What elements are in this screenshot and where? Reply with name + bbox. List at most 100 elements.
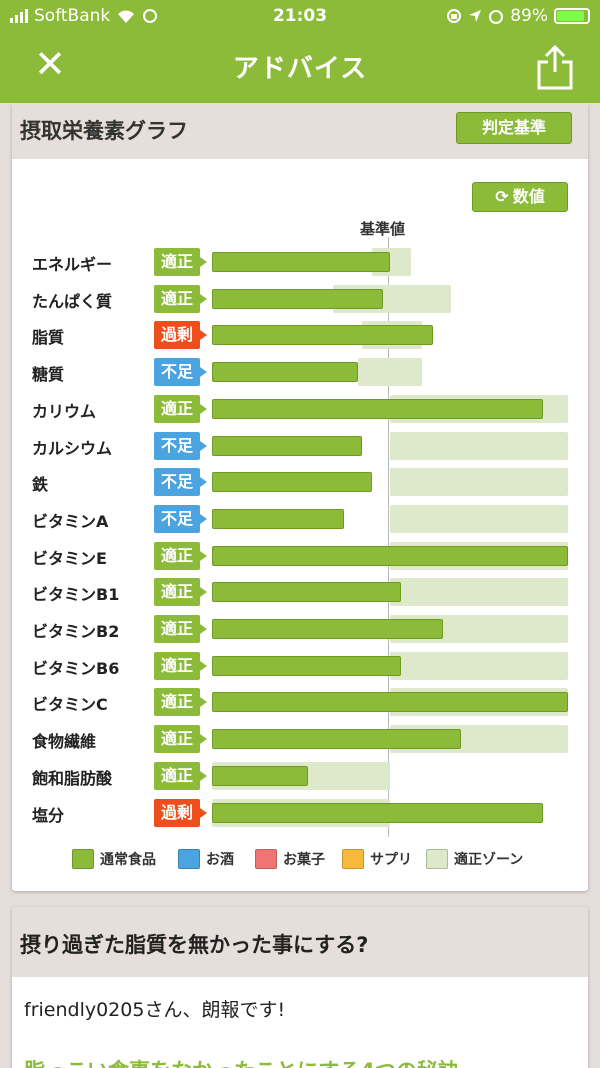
battery-icon [554, 8, 590, 24]
sync-icon [143, 9, 158, 23]
advice-greeting: friendly0205さん、朗報です! [24, 999, 286, 1021]
nutrient-row: ビタミンB6 適正 [12, 650, 588, 682]
legend-item: 通常食品 [72, 849, 156, 869]
signal-icon [10, 9, 28, 23]
intake-bar [212, 655, 401, 676]
nutrient-row: たんぱく質 適正 [12, 283, 588, 315]
nutrient-label: 飽和脂肪酸 [32, 768, 113, 788]
nutrient-label: 脂質 [32, 328, 65, 348]
judge-criteria-button[interactable]: 判定基準 [456, 112, 572, 144]
intake-bar [212, 692, 568, 713]
nutrient-label: 糖質 [32, 365, 65, 385]
status-badge: 不足 [154, 431, 207, 460]
legend-item: お菓子 [255, 849, 325, 869]
wifi-icon [118, 10, 135, 23]
nutrient-label: ビタミンB2 [32, 622, 120, 641]
optimal-zone [390, 651, 568, 680]
legend-swatch [342, 849, 364, 869]
battery-percent: 89% [510, 6, 548, 26]
nutrient-graph-card: 摂取栄養素グラフ 判定基準 ⟳ 数値 基準値 エネルギー 適正 たんぱく質 適正 脂質 過剰… [12, 103, 588, 891]
nutrient-graph-header: 摂取栄養素グラフ 判定基準 [12, 103, 588, 159]
nutrient-row: 食物繊維 適正 [12, 723, 588, 755]
nutrient-row: 脂質 過剰 [12, 319, 588, 351]
toggle-number-button[interactable]: ⟳ 数値 [472, 182, 568, 212]
status-badge: 適正 [154, 688, 207, 717]
intake-bar [212, 398, 544, 419]
chart-legend: 通常食品 お酒 お菓子 サプリ 適正ゾーン [72, 849, 588, 875]
nutrient-row: 飽和脂肪酸 適正 [12, 760, 588, 792]
intake-bar [212, 729, 462, 750]
nutrient-label: ビタミンC [32, 695, 108, 715]
nutrient-row: ビタミンB2 適正 [12, 613, 588, 645]
intake-bar [212, 508, 344, 529]
nutrient-row: カルシウム 不足 [12, 430, 588, 462]
optimal-zone [390, 468, 568, 497]
legend-label: お酒 [206, 852, 234, 868]
nutrient-chart: 基準値 エネルギー 適正 たんぱく質 適正 脂質 過剰 糖質 不足 カリウム 適正 カルシウム 不足鉄… [12, 103, 588, 891]
intake-bar [212, 802, 544, 823]
clock: 21:03 [272, 6, 328, 26]
intake-bar [212, 252, 390, 272]
status-badge: 不足 [154, 358, 207, 387]
legend-swatch [178, 849, 200, 869]
status-badge: 適正 [154, 284, 207, 313]
share-icon[interactable] [535, 44, 575, 90]
nutrient-label: ビタミンB6 [32, 658, 120, 678]
alarm-icon [489, 10, 504, 24]
intake-bar [212, 619, 444, 639]
intake-bar [212, 582, 401, 603]
nutrient-row: ビタミンE 適正 [12, 540, 588, 572]
intake-bar [212, 765, 309, 786]
nutrient-label: ビタミンA [32, 511, 109, 531]
rotation-lock-icon [447, 9, 462, 23]
status-badge: 適正 [154, 651, 207, 680]
toggle-number-label: 数値 [512, 187, 545, 206]
baseline-line [388, 237, 389, 837]
legend-item: 適正ゾーン [426, 849, 523, 869]
nutrient-label: 食物繊維 [32, 732, 97, 752]
nutrient-row: 糖質 不足 [12, 356, 588, 388]
nutrient-label: カルシウム [32, 438, 113, 458]
section-title: 摂取栄養素グラフ [20, 119, 188, 143]
legend-item: サプリ [342, 849, 412, 869]
location-icon [469, 10, 482, 22]
status-bar: SoftBank 21:03 89% [0, 0, 600, 34]
legend-swatch [72, 849, 94, 869]
status-badge: 過剰 [154, 798, 207, 827]
status-badge: 適正 [154, 394, 207, 423]
nutrient-row: ビタミンA 不足 [12, 503, 588, 535]
legend-swatch [255, 849, 277, 869]
status-badge: 不足 [154, 468, 207, 497]
refresh-icon: ⟳ [495, 187, 509, 206]
advice-card: 摂り過ぎた脂質を無かった事にする? friendly0205さん、朗報です! 脂… [12, 907, 588, 1068]
baseline-label: 基準値 [360, 220, 406, 238]
nutrient-row: ビタミンB1 適正 [12, 576, 588, 608]
nutrient-row: エネルギー 適正 [12, 246, 588, 278]
nutrient-row: 塩分 過剰 [12, 797, 588, 829]
optimal-zone [390, 431, 568, 460]
close-icon[interactable]: ✕ [34, 42, 66, 86]
nutrient-label: 鉄 [32, 475, 49, 495]
nutrient-row: カリウム 適正 [12, 393, 588, 425]
intake-bar [212, 325, 433, 346]
optimal-zone [390, 578, 568, 607]
page-title: アドバイス [232, 54, 368, 84]
nutrient-label: ビタミンB1 [32, 585, 120, 605]
intake-bar [212, 545, 568, 566]
status-badge: 適正 [154, 248, 207, 276]
advice-header: 摂り過ぎた脂質を無かった事にする? [12, 907, 588, 977]
carrier-name: SoftBank [34, 6, 111, 26]
advice-link[interactable]: 脂っこい食事をなかったことにする4つの秘訣 [24, 1055, 459, 1068]
nutrient-label: エネルギー [32, 255, 113, 274]
status-badge: 過剰 [154, 321, 207, 350]
legend-label: 通常食品 [100, 852, 156, 868]
nutrient-label: 塩分 [32, 805, 65, 825]
nutrient-label: ビタミンE [32, 548, 107, 568]
legend-swatch [426, 849, 448, 869]
intake-bar [212, 435, 362, 456]
status-badge: 適正 [154, 615, 207, 643]
optimal-zone [357, 358, 423, 387]
intake-bar [212, 472, 373, 493]
optimal-zone [390, 504, 568, 533]
status-badge: 適正 [154, 578, 207, 607]
